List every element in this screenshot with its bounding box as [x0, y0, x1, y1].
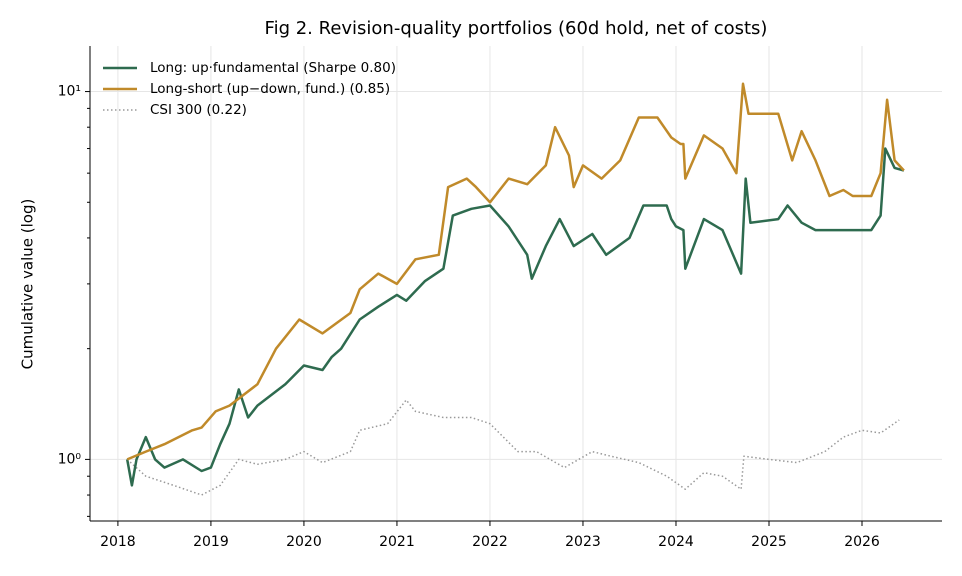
x-tick-label: 2022	[472, 534, 508, 550]
x-tick-label: 2026	[844, 534, 880, 550]
x-tick-label: 2024	[658, 534, 694, 550]
x-tick-label: 2025	[751, 534, 787, 550]
legend-label: CSI 300 (0.22)	[150, 102, 247, 118]
x-tick-label: 2019	[193, 534, 229, 550]
series-line	[126, 82, 905, 461]
x-tick-label: 2018	[100, 534, 136, 550]
x-tick-label: 2020	[286, 534, 322, 550]
chart-title: Fig 2. Revision-quality portfolios (60d …	[265, 18, 768, 39]
series-line	[125, 147, 905, 487]
y-tick-label: 10⁰	[58, 451, 82, 467]
x-tick-label: 2021	[379, 534, 415, 550]
x-tick-label: 2023	[565, 534, 601, 550]
legend-label: Long: up·fundamental (Sharpe 0.80)	[150, 60, 396, 76]
y-tick-label: 10¹	[58, 84, 81, 100]
series-line	[126, 399, 900, 496]
y-axis-label: Cumulative value (log)	[19, 199, 37, 370]
legend-label: Long-short (up−down, fund.) (0.85)	[150, 81, 390, 97]
